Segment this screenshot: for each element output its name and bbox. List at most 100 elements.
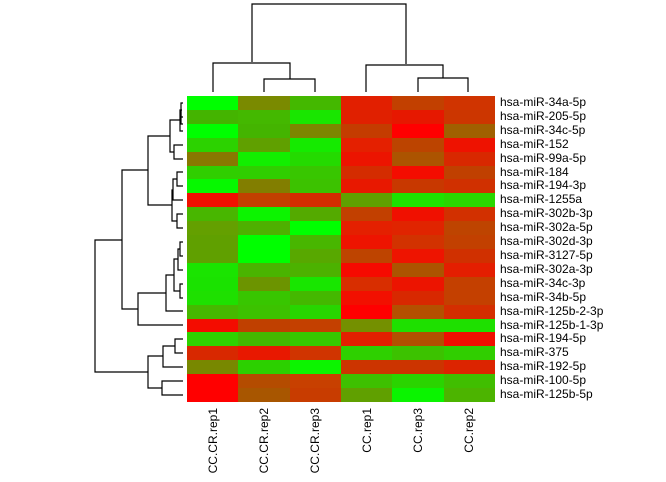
column-dendrogram: [212, 3, 469, 92]
heatmap-cell: [340, 262, 393, 277]
row-label: hsa-miR-205-5p: [500, 108, 587, 123]
heatmap-cell: [340, 235, 393, 249]
column-labels: CC.CR.rep1 CC.CR.rep2 CC.CR.rep3 CC.rep1 CC.…: [187, 408, 495, 482]
heatmap-cell: [238, 346, 290, 361]
heatmap-cell: [187, 346, 239, 361]
heatmap-cell: [187, 96, 239, 110]
heatmap-cell: [340, 123, 393, 138]
heatmap-cell: [289, 165, 341, 180]
heatmap-cell: [392, 332, 444, 347]
heatmap-cell: [187, 249, 239, 263]
row-label: hsa-miR-125b-5p: [500, 387, 593, 402]
heatmap-cell: [392, 123, 444, 138]
heatmap-cell: [187, 360, 239, 375]
column-label-slot: CC.CR.rep3: [290, 408, 341, 482]
heatmap-cell: [340, 96, 393, 110]
heatmap-cell: [392, 221, 444, 236]
heatmap-cell: [187, 290, 239, 305]
heatmap-cell: [340, 360, 393, 375]
row-label: hsa-miR-34c-5p: [500, 122, 586, 137]
heatmap-cell: [238, 360, 290, 375]
heatmap-cell: [443, 151, 495, 166]
heatmap-cell: [392, 374, 444, 389]
heatmap-cell: [443, 332, 495, 347]
heatmap-cell: [289, 304, 341, 319]
heatmap-cell: [340, 332, 393, 347]
column-label: CC.rep1: [359, 408, 374, 453]
row-dendrogram: [94, 102, 183, 396]
heatmap-cell: [238, 96, 290, 110]
heatmap-cell: [238, 249, 290, 263]
heatmap-cell: [392, 249, 444, 263]
heatmap-cell: [340, 221, 393, 236]
heatmap-cell: [443, 304, 495, 319]
heatmap-cell: [443, 388, 495, 402]
heatmap-cell: [392, 360, 444, 375]
heatmap-cell: [238, 165, 290, 180]
heatmap-cell: [187, 304, 239, 319]
heatmap-cell: [443, 137, 495, 152]
heatmap-cell: [392, 165, 444, 180]
heatmap-cell: [187, 165, 239, 180]
heatmap-cell: [187, 235, 239, 249]
heatmap-cell: [443, 207, 495, 222]
column-label: CC.rep2: [462, 408, 477, 453]
heatmap-cell: [340, 165, 393, 180]
row-label: hsa-miR-125b-1-3p: [500, 317, 604, 332]
heatmap-cell: [443, 221, 495, 236]
heatmap-cell: [289, 221, 341, 236]
heatmap-cell: [238, 318, 290, 333]
heatmap-cell: [340, 207, 393, 222]
heatmap-cell: [392, 151, 444, 166]
heatmap-cell: [289, 193, 341, 208]
heatmap-cell: [443, 360, 495, 375]
heatmap-cell: [187, 137, 239, 152]
heatmap-grid: [187, 96, 495, 402]
heatmap-cell: [443, 276, 495, 291]
row-label: hsa-miR-34a-5p: [500, 95, 587, 109]
row-label: hsa-miR-302d-3p: [500, 234, 593, 249]
heatmap-cell: [187, 262, 239, 277]
heatmap-cell: [289, 332, 341, 347]
heatmap-cell: [238, 304, 290, 319]
heatmap-cell: [340, 388, 393, 402]
column-label: CC.rep3: [410, 408, 425, 453]
heatmap-cell: [238, 235, 290, 249]
heatmap-cell: [340, 318, 393, 333]
row-label: hsa-miR-125b-2-3p: [500, 303, 604, 318]
heatmap-cell: [340, 109, 393, 124]
heatmap-cell: [289, 109, 341, 124]
row-label: hsa-miR-34b-5p: [500, 289, 587, 304]
column-label: CC.CR.rep3: [308, 408, 323, 474]
heatmap-cell: [238, 151, 290, 166]
row-label: hsa-miR-99a-5p: [500, 150, 587, 165]
heatmap-cell: [340, 304, 393, 319]
row-label: hsa-miR-192-5p: [500, 359, 587, 374]
heatmap-cell: [289, 207, 341, 222]
heatmap-cell: [340, 179, 393, 194]
heatmap-cell: [340, 151, 393, 166]
row-label: hsa-miR-152: [500, 136, 569, 151]
heatmap-cell: [443, 235, 495, 249]
heatmap-cell: [392, 262, 444, 277]
column-label: CC.CR.rep2: [256, 408, 271, 474]
heatmap-cell: [238, 179, 290, 194]
heatmap-cell: [392, 388, 444, 402]
heatmap-cell: [238, 207, 290, 222]
heatmap-cell: [289, 235, 341, 249]
heatmap-cell: [187, 388, 239, 402]
heatmap-cell: [238, 276, 290, 291]
heatmap-cell: [238, 193, 290, 208]
heatmap-cell: [392, 109, 444, 124]
heatmap-cell: [340, 193, 393, 208]
heatmap-cell: [238, 332, 290, 347]
row-label: hsa-miR-34c-3p: [500, 275, 586, 290]
heatmap-cell: [238, 374, 290, 389]
heatmap-cell: [238, 290, 290, 305]
row-label: hsa-miR-375: [500, 345, 569, 360]
row-label: hsa-miR-194-5p: [500, 331, 587, 346]
heatmap-cell: [187, 193, 239, 208]
column-label-slot: CC.CR.rep2: [238, 408, 289, 482]
row-label: hsa-miR-184: [500, 164, 569, 179]
heatmap-cell: [187, 109, 239, 124]
